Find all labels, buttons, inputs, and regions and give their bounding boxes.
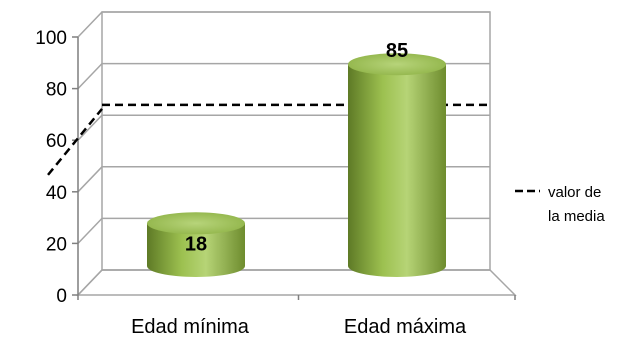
data-label: 85 [386,40,408,62]
bar-top [348,53,446,76]
y-tick-label: 0 [56,286,67,307]
y-axis [72,36,516,300]
bar: 85 [348,40,446,277]
category-label: Edad mínima [131,316,250,338]
bar-top [147,212,245,235]
floor [76,269,517,296]
legend-label: la media [548,208,605,225]
category-labels: Edad mínima Edad máxima [131,316,467,338]
bar-body [348,64,446,277]
y-tick-label: 80 [46,80,67,101]
data-label: 18 [185,234,207,256]
reference-line-group [47,103,490,176]
gridline-side [77,11,103,38]
y-tick-labels: 0 20 40 60 80 100 [35,28,67,307]
gridline-side [77,269,103,296]
bar: 18 [147,212,245,277]
category-label: Edad máxima [344,316,467,338]
gridline-side [77,114,103,141]
gridline-side [77,217,103,244]
gridline-side [77,63,103,90]
y-tick-label: 60 [46,131,67,152]
legend-label: valor de [548,184,601,201]
y-tick-label: 100 [35,28,67,49]
gridline-side [77,166,103,193]
chart-walls [76,11,517,296]
y-tick-label: 20 [46,234,67,255]
bar-body [147,223,245,277]
reference-line-side [47,108,103,176]
y-tick-label: 40 [46,183,67,204]
legend: valor de la media [515,184,605,225]
